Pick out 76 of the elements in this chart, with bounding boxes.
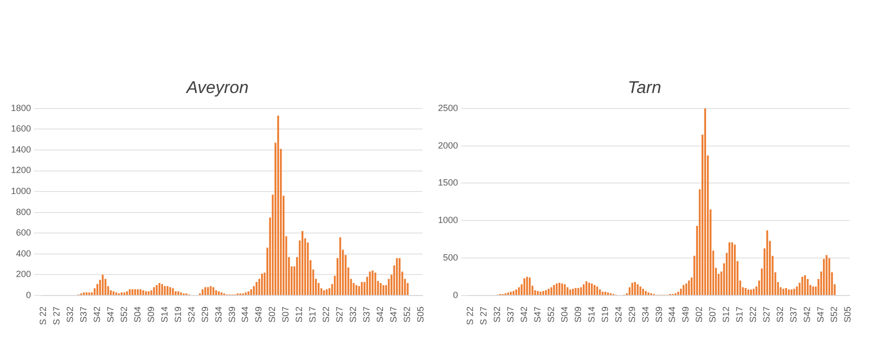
x-tick-label: S37 <box>505 306 516 322</box>
x-tick-label: S32 <box>775 306 786 322</box>
x-tick-label: S37 <box>78 306 88 322</box>
x-tick-label: S44 <box>667 306 678 322</box>
x-tick-label: S37 <box>788 306 799 322</box>
x-tick-label: S 27 <box>478 306 488 325</box>
x-tick-label: S 22 <box>38 306 48 325</box>
x-tick-label: S07 <box>280 306 291 322</box>
x-tick-label: S39 <box>226 306 237 322</box>
x-tick-label: S14 <box>159 306 170 322</box>
x-tick-label: S 22 <box>464 306 475 325</box>
x-tick-label: S12 <box>721 306 732 322</box>
x-tick-label: S02 <box>694 306 704 322</box>
y-tick-label: 1000 <box>10 186 32 196</box>
x-tick-label: S22 <box>748 306 758 322</box>
x-tick-label: S12 <box>294 306 304 322</box>
x-tick-label: S04 <box>559 306 570 322</box>
x-tick-label: S44 <box>240 306 250 322</box>
x-tick-label: S29 <box>200 306 210 322</box>
x-tick-label: S14 <box>586 306 596 322</box>
x-tick-label: S27 <box>334 306 345 322</box>
x-tick-label: S49 <box>254 306 264 322</box>
x-tick-label: S24 <box>186 306 196 322</box>
x-tick-label: S09 <box>146 306 156 322</box>
x-tick-label: S17 <box>734 306 745 322</box>
y-tick-label: 1600 <box>10 124 32 134</box>
x-tick-label: S07 <box>708 306 718 322</box>
x-tick-label: S42 <box>518 306 529 322</box>
x-tick-label: S32 <box>492 306 502 322</box>
x-tick-label: S17 <box>308 306 318 322</box>
y-tick-label: 1800 <box>10 102 32 113</box>
y-tick-label: 400 <box>16 248 32 258</box>
x-tick-label: S05 <box>842 306 853 322</box>
y-tick-label: 800 <box>16 206 32 217</box>
x-tick-label: S52 <box>829 306 840 322</box>
x-tick-label: S37 <box>362 306 372 322</box>
x-tick-label: S42 <box>92 306 102 322</box>
x-tick-label: S04 <box>132 306 142 322</box>
x-tick-label: S24 <box>613 306 624 322</box>
x-tick-label: S19 <box>600 306 610 322</box>
x-tick-label: S52 <box>118 306 129 322</box>
x-tick-label: S19 <box>172 306 183 322</box>
y-tick-label: 1500 <box>438 178 458 188</box>
y-tick-label: 0 <box>453 290 458 300</box>
x-tick-label: S47 <box>816 306 826 322</box>
y-tick-label: 1000 <box>438 215 458 226</box>
y-tick-label: 600 <box>16 228 32 238</box>
x-tick-label: S42 <box>802 306 812 322</box>
x-tick-label: S47 <box>388 306 399 322</box>
x-tick-label: S02 <box>267 306 278 322</box>
x-tick-label: S32 <box>348 306 358 322</box>
x-tick-label: S49 <box>680 306 691 322</box>
y-tick-label: 0 <box>26 290 32 300</box>
x-tick-label: S47 <box>532 306 542 322</box>
x-tick-label: S52 <box>402 306 412 322</box>
y-tick-label: 2500 <box>438 102 458 113</box>
y-tick-label: 500 <box>442 252 458 263</box>
y-tick-label: 1200 <box>10 165 32 176</box>
x-tick-label: S34 <box>640 306 650 322</box>
x-tick-label: S27 <box>762 306 772 322</box>
y-tick-label: 200 <box>16 269 32 280</box>
chart-title: Tarn <box>628 78 662 97</box>
x-tick-label: S42 <box>375 306 386 322</box>
x-tick-label: S05 <box>416 306 426 322</box>
y-tick-label: 2000 <box>438 140 458 150</box>
x-tick-label: S52 <box>546 306 556 322</box>
x-tick-label: S09 <box>572 306 583 322</box>
x-tick-label: S22 <box>321 306 332 322</box>
x-tick-label: S 27 <box>51 306 62 325</box>
y-tick-label: 1400 <box>10 144 32 154</box>
x-tick-label: S39 <box>654 306 664 322</box>
x-tick-label: S29 <box>626 306 637 322</box>
x-tick-label: S34 <box>213 306 224 322</box>
chart-title: Aveyron <box>185 78 249 97</box>
x-tick-label: S32 <box>64 306 75 322</box>
x-tick-label: S47 <box>105 306 116 322</box>
